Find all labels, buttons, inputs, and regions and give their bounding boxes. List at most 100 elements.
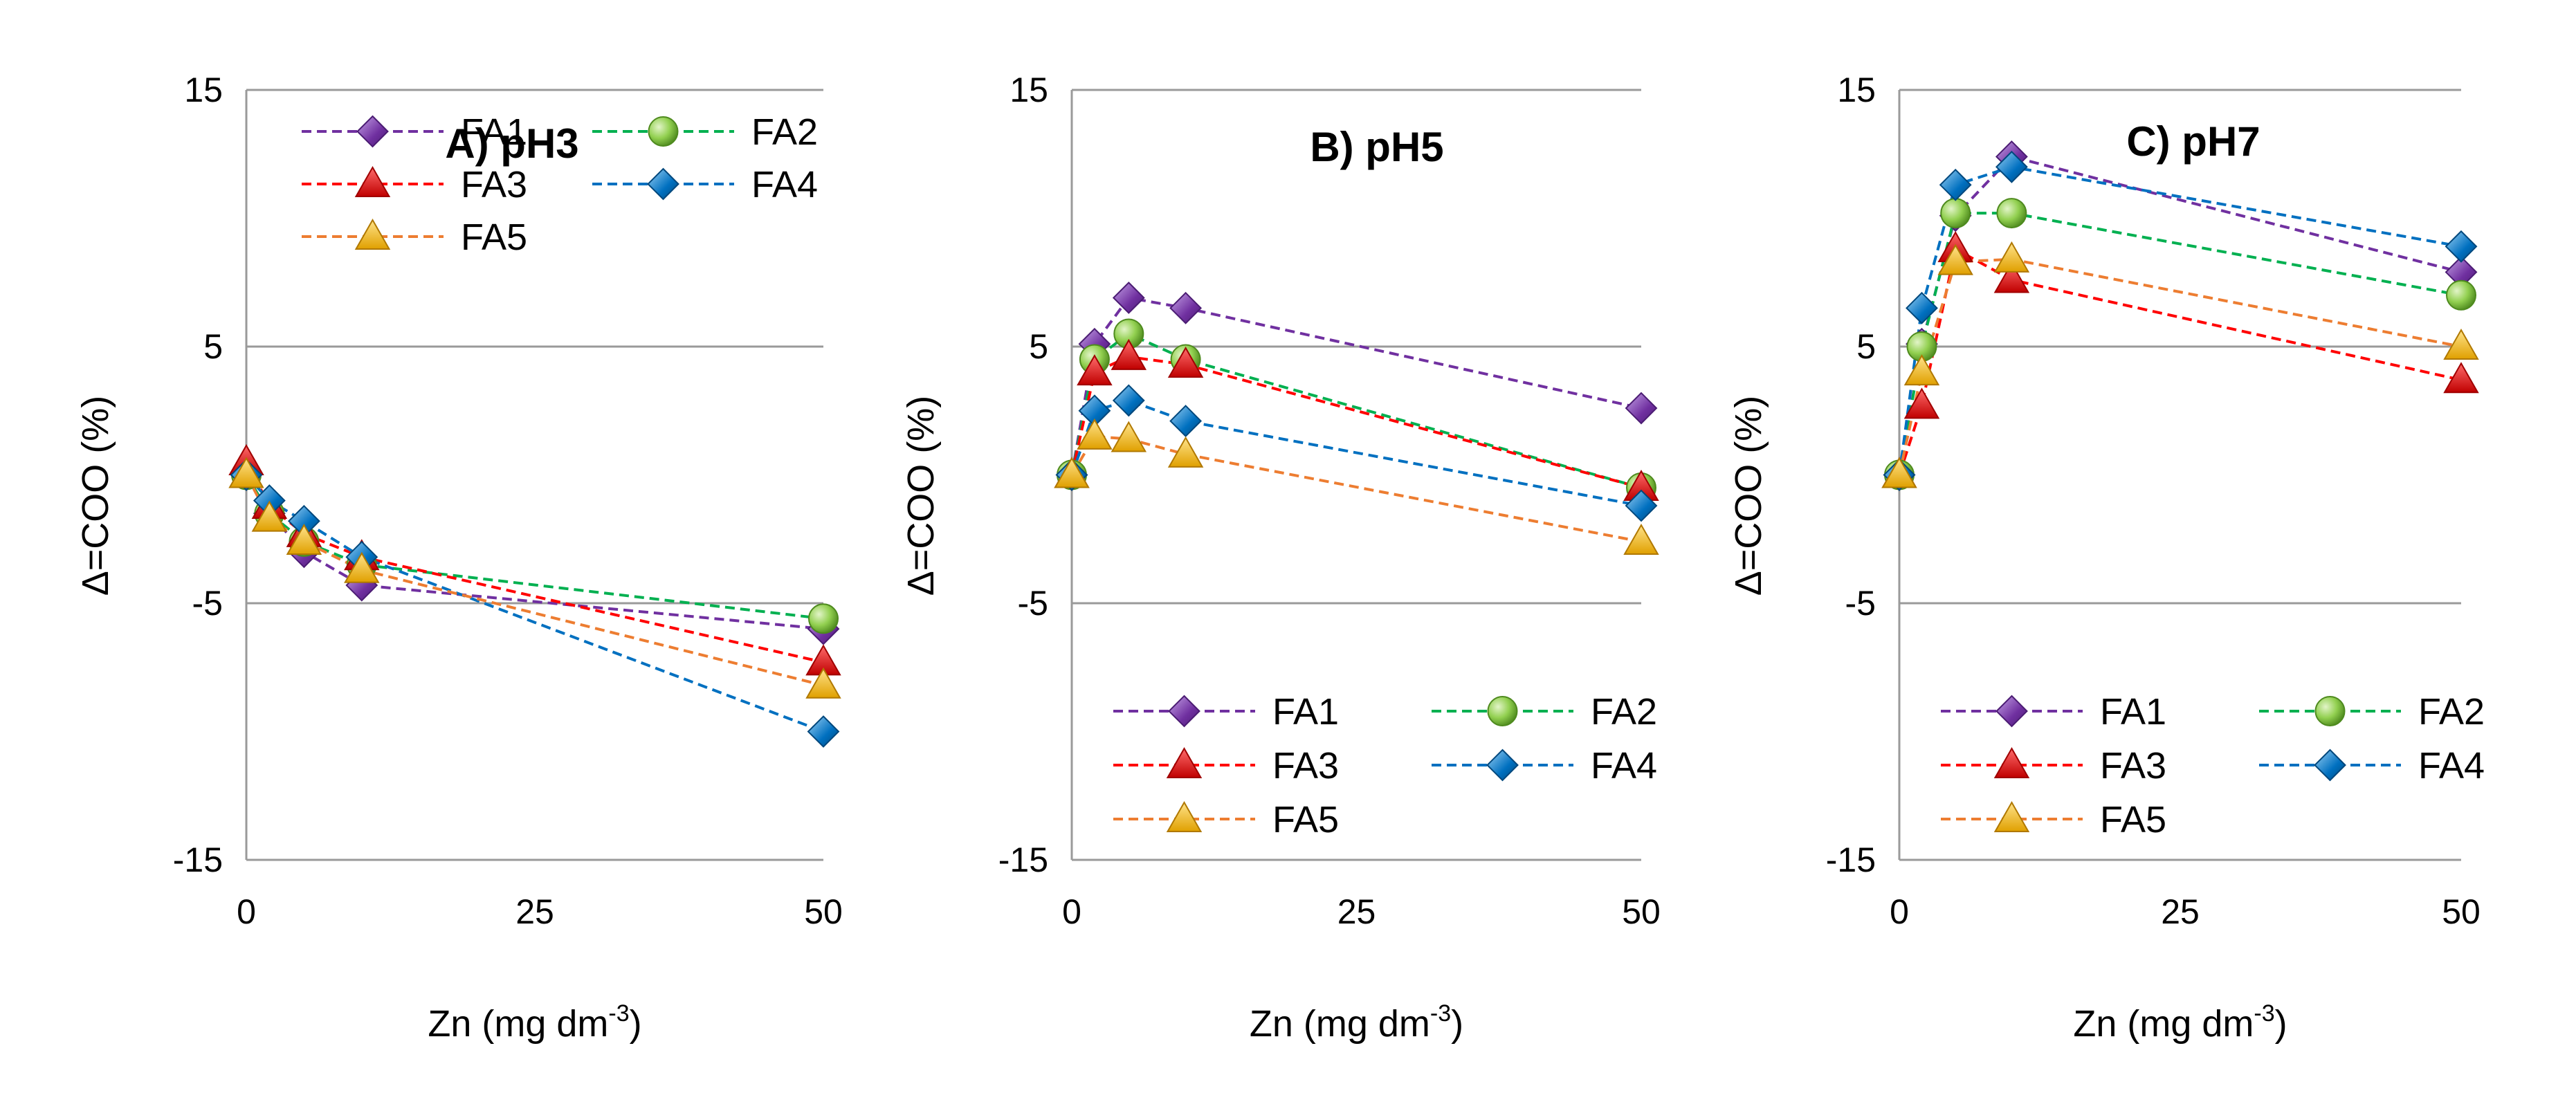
data-point-fa3 bbox=[1111, 338, 1147, 370]
legend-marker bbox=[647, 167, 679, 201]
legend-item-fa1: FA1 bbox=[1113, 691, 1339, 733]
legend-marker bbox=[1993, 800, 2030, 832]
panel-title: A) pH3 bbox=[445, 120, 578, 167]
data-point-fa3 bbox=[1167, 346, 1204, 378]
y-tick-label: -5 bbox=[1018, 584, 1048, 623]
x-tick-label: 0 bbox=[1890, 892, 1909, 931]
y-axis-title: Δ=COO (%) bbox=[75, 396, 116, 596]
legend-item-fa3: FA3 bbox=[1113, 745, 1339, 787]
series-line-fa2 bbox=[245, 474, 824, 621]
y-tick-label: -5 bbox=[1845, 584, 1876, 623]
data-point-fa5 bbox=[228, 457, 264, 488]
data-point-fa2 bbox=[808, 603, 839, 634]
legend-item-fa5: FA5 bbox=[302, 217, 527, 258]
y-tick-label: 15 bbox=[184, 71, 223, 109]
x-axis-title: Zn (mg dm-3) bbox=[428, 1000, 641, 1045]
x-tick-label: 25 bbox=[515, 892, 554, 931]
x-tick-label: 50 bbox=[2442, 892, 2481, 931]
panel-ph7: -15 -5 5 15 0 25 50 Zn (mg dm-3) Δ=COO (%) C) pH7… bbox=[1728, 71, 2485, 1045]
y-tick-label: -5 bbox=[192, 584, 223, 623]
x-tick-label: 50 bbox=[804, 892, 843, 931]
data-point-fa1 bbox=[1112, 282, 1145, 314]
x-axis-title-main: Zn (mg dm bbox=[428, 1003, 608, 1045]
x-axis-title: Zn (mg dm-3) bbox=[2073, 1000, 2287, 1045]
data-point-fa1 bbox=[1169, 291, 1203, 324]
x-axis-title: Zn (mg dm-3) bbox=[1250, 1000, 1463, 1045]
legend-marker bbox=[2314, 696, 2346, 726]
data-point-fa2 bbox=[2446, 279, 2476, 311]
legend-marker bbox=[1166, 800, 1203, 832]
legend-label: FA2 bbox=[2418, 691, 2485, 733]
legend-label: FA4 bbox=[751, 164, 818, 205]
y-tick-label: 5 bbox=[1029, 327, 1048, 366]
series-line-fa4 bbox=[245, 474, 824, 733]
data-point-fa3 bbox=[1903, 387, 1940, 419]
legend-marker bbox=[2314, 748, 2346, 782]
series-line-fa5 bbox=[245, 474, 824, 687]
legend-marker bbox=[1487, 696, 1518, 726]
legend-item-fa2: FA2 bbox=[2259, 691, 2485, 733]
legend-marker bbox=[648, 116, 679, 147]
data-point-fa3 bbox=[1077, 354, 1113, 386]
data-point-fa4 bbox=[1625, 489, 1658, 522]
legend-label: FA3 bbox=[2100, 745, 2166, 787]
x-axis-title-sup: -3 bbox=[1430, 1000, 1451, 1027]
x-tick-label: 0 bbox=[1062, 892, 1081, 931]
legend-label: FA1 bbox=[461, 111, 527, 153]
x-axis-title-suffix: ) bbox=[2275, 1003, 2287, 1045]
data-point-fa5 bbox=[1623, 523, 1659, 555]
legend-item-fa3: FA3 bbox=[302, 164, 527, 205]
legend-item-fa1: FA1 bbox=[1941, 691, 2166, 733]
legend-marker bbox=[354, 218, 391, 250]
data-point-fa1 bbox=[1625, 392, 1658, 425]
data-point-fa5 bbox=[805, 667, 841, 699]
x-axis-title-sup: -3 bbox=[608, 1000, 629, 1027]
series-line-fa1 bbox=[1898, 155, 2462, 475]
data-point-fa4 bbox=[1169, 405, 1203, 438]
data-point-fa5 bbox=[286, 523, 322, 555]
data-point-fa5 bbox=[1054, 457, 1090, 488]
legend-label: FA4 bbox=[2418, 745, 2485, 787]
legend-marker bbox=[356, 115, 389, 148]
series-line-fa1 bbox=[245, 474, 824, 631]
legend-label: FA2 bbox=[751, 111, 818, 153]
y-tick-label: 15 bbox=[1010, 71, 1048, 109]
x-axis-title-main: Zn (mg dm bbox=[1250, 1003, 1430, 1045]
legend-label: FA3 bbox=[461, 164, 527, 205]
data-point-fa5 bbox=[1903, 354, 1940, 386]
x-tick-label: 25 bbox=[1337, 892, 1376, 931]
legend-label: FA1 bbox=[2100, 691, 2166, 733]
y-axis-title: Δ=COO (%) bbox=[900, 396, 942, 596]
data-point-fa5 bbox=[1111, 421, 1147, 452]
x-axis-title-sup: -3 bbox=[2254, 1000, 2274, 1027]
data-point-fa5 bbox=[2443, 328, 2479, 360]
legend-item-fa2: FA2 bbox=[592, 111, 818, 153]
data-point-fa5 bbox=[251, 500, 288, 532]
data-point-fa2 bbox=[1996, 198, 2027, 229]
data-point-fa4 bbox=[1939, 168, 1972, 201]
y-tick-label: 5 bbox=[1856, 327, 1876, 366]
legend-label: FA5 bbox=[1272, 799, 1339, 841]
y-tick-label: -15 bbox=[998, 841, 1048, 879]
data-point-fa5 bbox=[1937, 244, 1973, 275]
data-point-fa4 bbox=[1906, 291, 1938, 324]
legend-marker bbox=[1486, 748, 1519, 782]
legend-label: FA5 bbox=[2100, 799, 2166, 841]
y-tick-label: 15 bbox=[1837, 71, 1876, 109]
series-line-fa3 bbox=[245, 461, 824, 664]
legend-marker bbox=[1168, 695, 1200, 728]
legend-label: FA5 bbox=[461, 217, 527, 258]
panel-ph5: -15 -5 5 15 0 25 50 Zn (mg dm-3) Δ=COO (%) B) pH5… bbox=[900, 71, 1661, 1045]
legend-item-fa1: FA1 bbox=[302, 111, 527, 153]
data-point-fa5 bbox=[1881, 457, 1917, 488]
series-line-fa3 bbox=[1898, 246, 2462, 476]
panel-title: B) pH5 bbox=[1310, 124, 1443, 170]
data-point-fa5 bbox=[1167, 436, 1204, 468]
data-point-fa3 bbox=[1993, 261, 2030, 293]
y-axis-title: Δ=COO (%) bbox=[1728, 396, 1769, 596]
x-axis-title-suffix: ) bbox=[1451, 1003, 1463, 1045]
data-point-fa4 bbox=[1112, 384, 1145, 417]
legend-marker bbox=[354, 165, 391, 197]
x-tick-label: 0 bbox=[237, 892, 256, 931]
